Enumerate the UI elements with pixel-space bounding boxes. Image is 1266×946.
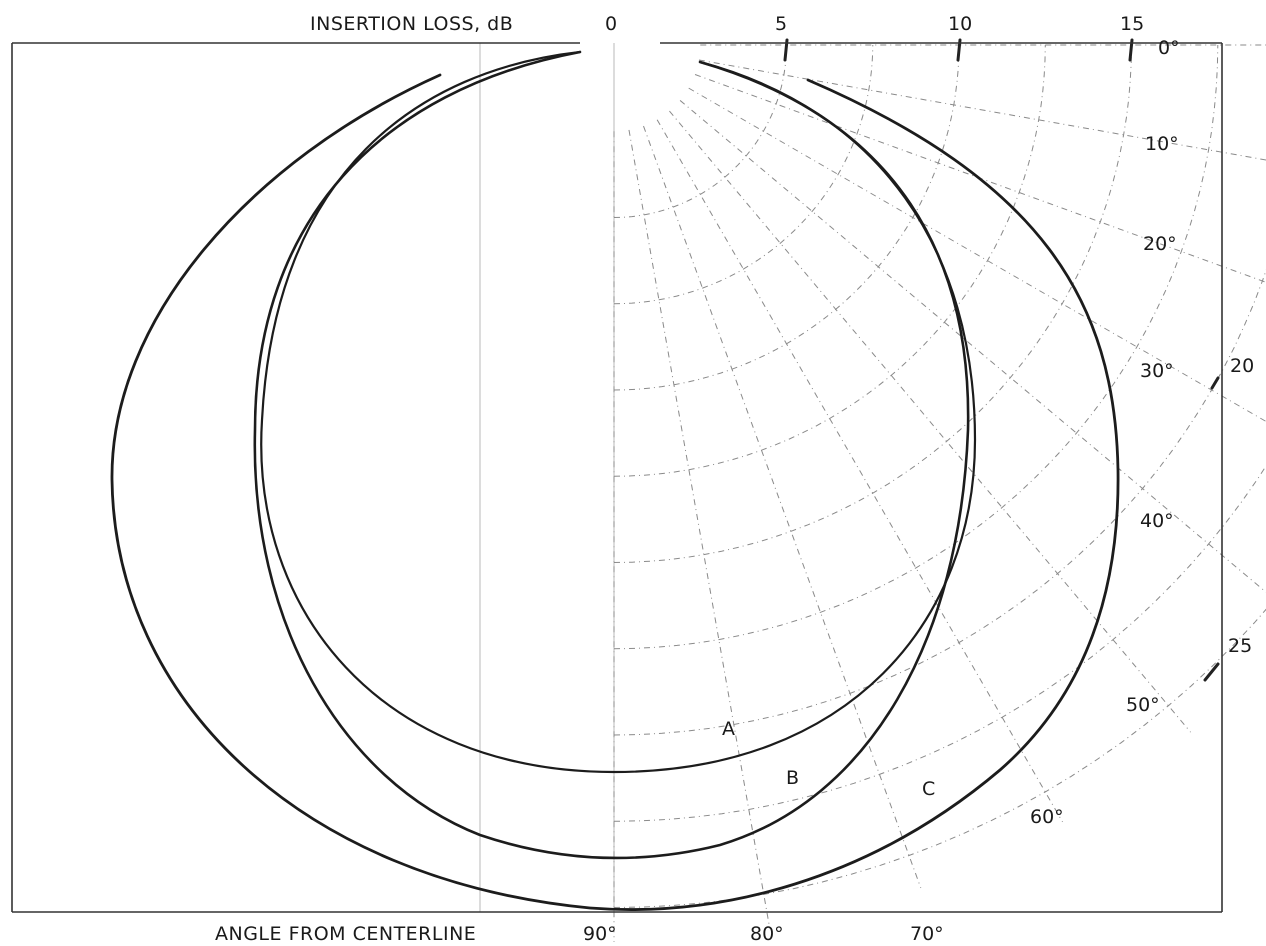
- bottom-tick-70: 70°: [910, 923, 944, 945]
- curve-c: [110, 73, 1120, 911]
- grid-ring-20: [613, 268, 1266, 736]
- bottom-tick-90: 90°: [583, 923, 617, 945]
- grid-ray-80: [698, 59, 1266, 161]
- right-tick-20: 20: [1230, 355, 1254, 377]
- grid-ring-10: [613, 44, 960, 391]
- grid-ray-70: [694, 74, 1266, 283]
- grid-ray-50: [679, 100, 1266, 593]
- bottom-tick-80: 80°: [750, 923, 784, 945]
- top-axis-title: INSERTION LOSS, dB: [310, 13, 513, 35]
- curve-label-b: B: [786, 767, 799, 789]
- curve-label-c: C: [922, 778, 935, 800]
- curve-label-a: A: [722, 718, 735, 740]
- top-tick-15: 15: [1120, 13, 1144, 35]
- curve-b: [253, 50, 970, 860]
- curves: [110, 50, 1120, 911]
- bottom-axis-title: ANGLE FROM CENTERLINE: [215, 923, 476, 945]
- grid-ring-17.5: [613, 44, 1219, 650]
- top-tick-5: 5: [775, 13, 787, 35]
- grid-ray-40: [669, 110, 1191, 733]
- angle-tick-10: 10°: [1145, 133, 1179, 155]
- angle-tick-20: 20°: [1143, 233, 1177, 255]
- right-axis-tickmark-1: [1203, 662, 1220, 682]
- angle-tick-50: 50°: [1126, 694, 1160, 716]
- grid-ray-30: [656, 119, 1063, 823]
- curve-a: [260, 50, 977, 774]
- grid-ring-5: [613, 44, 787, 218]
- angle-tick-40: 40°: [1140, 510, 1174, 532]
- angle-tick-30: 30°: [1140, 360, 1174, 382]
- right-axis-tickmark-0: [1210, 376, 1220, 390]
- top-tick-0: 0: [605, 13, 617, 35]
- right-tick-25: 25: [1228, 635, 1252, 657]
- grid-ray-60: [688, 87, 1266, 423]
- top-tick-10: 10: [948, 13, 972, 35]
- polar-grid: [479, 38, 1266, 942]
- grid-ray-10: [628, 129, 771, 929]
- grid-ring-15: [613, 44, 1132, 563]
- grid-ray-20: [643, 125, 922, 889]
- chart-frame: [11, 42, 1223, 913]
- grid-ring-25: [613, 608, 1266, 908]
- angle-tick-0: 0°: [1158, 37, 1180, 59]
- angle-tick-60: 60°: [1030, 806, 1064, 828]
